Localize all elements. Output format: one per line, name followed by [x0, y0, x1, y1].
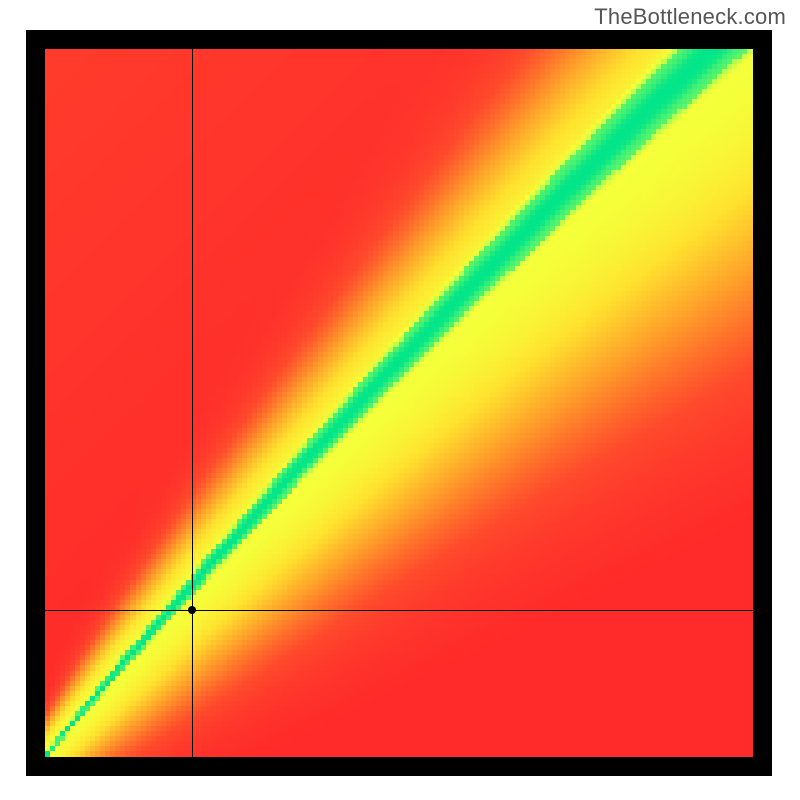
crosshair-vertical-line — [192, 49, 193, 757]
crosshair-marker-dot — [188, 606, 196, 614]
bottleneck-heatmap — [45, 49, 753, 757]
watermark-text: TheBottleneck.com — [594, 4, 786, 30]
bottleneck-heatmap-container: { "watermark": "TheBottleneck.com", "can… — [0, 0, 800, 800]
crosshair-horizontal-line — [45, 610, 753, 611]
